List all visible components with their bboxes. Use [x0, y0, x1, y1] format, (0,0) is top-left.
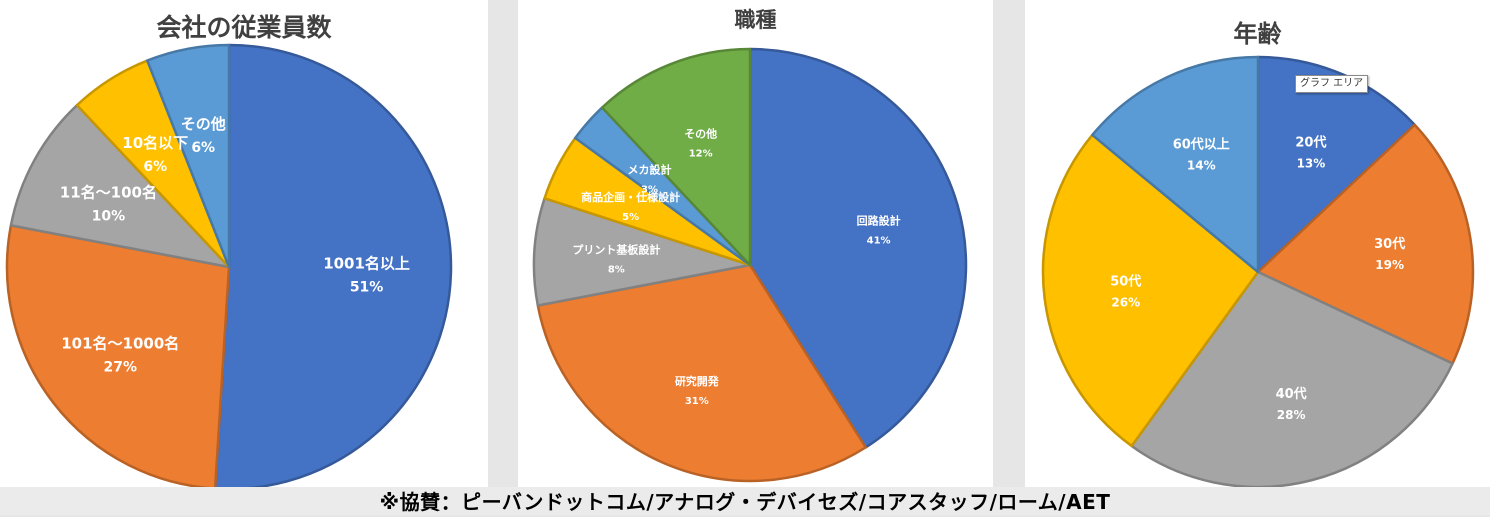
slice-percent-label: 27%	[103, 359, 137, 375]
slice-category-label: プリント基板設計	[572, 243, 660, 257]
pie-slice-2[interactable]	[5, 224, 231, 490]
slice-percent-label: 31%	[685, 396, 709, 407]
chart-area-tooltip: グラフ エリア	[1295, 75, 1369, 93]
slice-percent-label: 3%	[641, 184, 658, 195]
slice-percent-label: 19%	[1375, 258, 1404, 272]
slice-category-label: 60代以上	[1173, 136, 1230, 152]
slice-category-label: 40代	[1276, 386, 1307, 402]
slice-percent-label: 51%	[350, 279, 384, 295]
pie-slice-1[interactable]	[213, 43, 453, 491]
slice-category-label: 101名～1000名	[61, 334, 179, 352]
slice-category-label: 30代	[1374, 236, 1405, 252]
slice-category-label: その他	[684, 126, 717, 140]
chart-panel-job-type: 職種 回路設計 41% 研究開発 31% プリント基板設計 8% 商品企画・仕様設計 5% メカ…	[518, 0, 993, 487]
pie-slice-2[interactable]	[536, 263, 867, 483]
pie-chart-employees[interactable]: 1001名以上51%101名～1000名27%11名～100名10%10名以下6…	[0, 0, 488, 491]
slice-category-label: その他	[181, 115, 226, 133]
sponsor-footer: ※協賛：ピーバンドットコム/アナログ・デバイセズ/コアスタッフ/ローム/AET	[0, 487, 1490, 515]
slice-category-label: 11名～100名	[60, 184, 157, 202]
pie-slice-1[interactable]	[1256, 55, 1416, 274]
pie-slice-6[interactable]	[600, 47, 752, 267]
chart-title: 会社の従業員数	[156, 13, 332, 42]
chart-title: 年齢	[1233, 20, 1282, 48]
slice-category-label: 10名以下	[122, 134, 188, 152]
slice-category-label: 1001名以上	[323, 254, 410, 272]
pie-slice-3[interactable]	[532, 197, 752, 307]
pie-chart-age[interactable]: 20代 13% 30代 19% 40代 28% 50代 26% 60代以上 14%	[1025, 0, 1490, 489]
slice-percent-label: 5%	[622, 212, 639, 223]
slice-category-label: 20代	[1295, 135, 1326, 151]
slice-percent-label: 6%	[143, 159, 167, 175]
slice-percent-label: 12%	[689, 148, 713, 159]
pie-chart-job-type[interactable]: 回路設計 41% 研究開発 31% プリント基板設計 8% 商品企画・仕様設計 5% メカ設計 3…	[518, 0, 993, 487]
slice-category-label: 回路設計	[857, 214, 901, 228]
slice-percent-label: 28%	[1277, 408, 1306, 422]
pie-slice-5[interactable]	[146, 43, 231, 269]
pie-slice-2[interactable]	[1256, 123, 1475, 365]
slice-category-label: メカ設計	[628, 162, 672, 176]
slice-percent-label: 8%	[608, 265, 625, 276]
chart-panel-age: 年齢 20代 13% 30代 19% 40代 28% 50代 26% 60代以上 14%	[1025, 0, 1490, 489]
slice-percent-label: 41%	[867, 236, 891, 247]
chart-title: 職種	[734, 8, 777, 32]
pie-slice-4[interactable]	[1041, 133, 1260, 448]
slice-category-label: 商品企画・仕様設計	[581, 190, 680, 204]
slice-percent-label: 13%	[1297, 157, 1326, 171]
slice-category-label: 50代	[1110, 274, 1141, 290]
chart-panel-employees: 会社の従業員数 1001名以上 51% 101名～1000名 27% 11名～100名 1…	[0, 0, 488, 491]
pie-slice-5[interactable]	[1091, 55, 1260, 274]
slice-percent-label: 14%	[1187, 158, 1216, 172]
slice-category-label: 研究開発	[675, 374, 720, 388]
pie-slice-3[interactable]	[9, 103, 231, 269]
pie-slice-3[interactable]	[1130, 270, 1454, 489]
slice-percent-label: 6%	[191, 140, 215, 156]
slice-percent-label: 26%	[1111, 296, 1140, 310]
slice-percent-label: 10%	[92, 209, 126, 225]
